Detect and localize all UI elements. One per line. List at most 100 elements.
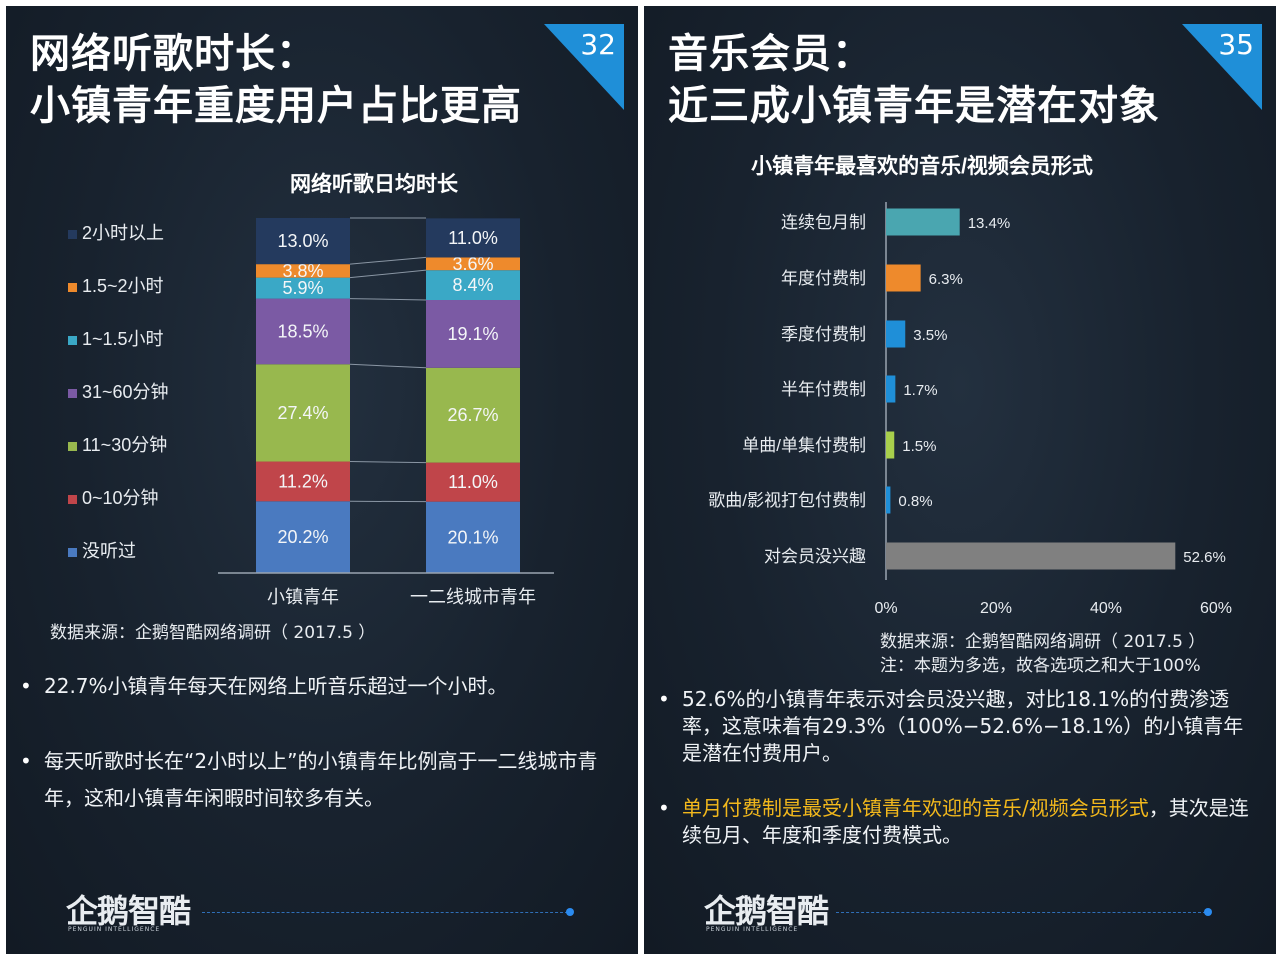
slide-title: 网络听歌时长： 小镇青年重度用户占比更高 <box>30 28 522 132</box>
legend-label: 11~30分钟 <box>82 435 167 455</box>
data-label: 19.1% <box>447 324 498 344</box>
data-label: 26.7% <box>447 405 498 425</box>
slide-32: 网络听歌时长： 小镇青年重度用户占比更高 32 网络听歌日均时长 20.2% 11.… <box>6 6 638 954</box>
x-tick-label: 0% <box>874 600 897 617</box>
legend-label: 没听过 <box>82 541 136 561</box>
bar <box>886 375 896 403</box>
category-label: 季度付费制 <box>781 325 866 344</box>
bar <box>886 264 921 292</box>
legend-label: 1~1.5小时 <box>82 329 164 349</box>
bar-segment <box>426 257 520 271</box>
data-label: 52.6% <box>1183 549 1226 566</box>
bar-segment <box>426 367 520 463</box>
x-tick-label: 一二线城市青年 <box>410 587 536 606</box>
divider-dot <box>1204 908 1212 916</box>
connector-line <box>349 298 427 301</box>
brand-subtitle: PENGUIN INTELLIGENCE <box>706 926 799 933</box>
x-tick-label: 60% <box>1200 600 1232 617</box>
bullet-list: 52.6%的小镇青年表示对会员没兴趣，对比18.1%的付费渗透率，这意味着有29… <box>654 686 1254 849</box>
x-tick-label: 20% <box>980 600 1012 617</box>
bar <box>886 208 960 236</box>
divider-line <box>202 912 568 913</box>
data-label: 3.6% <box>452 254 493 274</box>
data-label: 5.9% <box>282 278 323 298</box>
bullet-text: ，其次是连续包月、年度和季度付费模式。 <box>682 796 1249 847</box>
connector-line <box>349 363 427 369</box>
brand-name: 企鹅智酷 <box>66 892 191 930</box>
bullet-item: 单月付费制是最受小镇青年欢迎的音乐/视频会员形式，其次是连续包月、年度和季度付费… <box>654 795 1254 849</box>
bar <box>886 320 906 348</box>
data-label: 0.8% <box>898 493 932 510</box>
legend-label: 1.5~2小时 <box>82 276 164 296</box>
bullet-text: 52.6%的小镇青年表示对会员没兴趣，对比18.1%的付费渗透率，这意味着有29… <box>682 687 1244 765</box>
data-label: 20.2% <box>277 527 328 547</box>
connector-line <box>349 461 427 464</box>
page-number: 32 <box>580 28 616 61</box>
data-label: 27.4% <box>277 403 328 423</box>
bar-segment <box>256 298 350 365</box>
category-label: 连续包月制 <box>781 213 866 232</box>
page-number: 35 <box>1218 28 1254 61</box>
bar-segment <box>426 501 520 573</box>
title-line-2: 小镇青年重度用户占比更高 <box>30 83 522 129</box>
data-note: 注：本题为多选，故各选项之和大于100% <box>880 656 1201 676</box>
data-label: 11.2% <box>278 471 328 491</box>
brand-logo: 企鹅智酷 PENGUIN INTELLIGENCE <box>66 886 206 936</box>
slide-title: 音乐会员： 近三成小镇青年是潜在对象 <box>668 28 1160 132</box>
legend-swatch <box>68 336 77 345</box>
data-label: 11.0% <box>448 228 498 248</box>
bar <box>886 486 891 514</box>
category-label: 对会员没兴趣 <box>764 547 866 566</box>
data-label: 13.4% <box>968 215 1011 232</box>
bar <box>886 542 1176 570</box>
data-source: 数据来源：企鹅智酷网络调研（ 2017.5 ） <box>50 623 376 643</box>
legend-label: 0~10分钟 <box>82 488 159 508</box>
chart-title: 网络听歌日均时长 <box>290 172 459 196</box>
bullet-item: 每天听歌时长在“2小时以上”的小镇青年比例高于一二线城市青年，这和小镇青年闲暇时… <box>16 743 616 817</box>
x-tick-label: 40% <box>1090 600 1122 617</box>
category-label: 歌曲/影视打包付费制 <box>708 491 866 510</box>
connector-line <box>349 256 427 265</box>
legend-swatch <box>68 389 77 398</box>
data-source: 数据来源：企鹅智酷网络调研（ 2017.5 ） <box>880 632 1206 652</box>
slide-35: 音乐会员： 近三成小镇青年是潜在对象 35 小镇青年最喜欢的音乐/视频会员形式连… <box>644 6 1276 954</box>
category-label: 半年付费制 <box>781 380 866 399</box>
data-label: 18.5% <box>277 321 328 341</box>
legend-swatch <box>68 495 77 504</box>
legend-label: 2小时以上 <box>82 223 164 243</box>
brand-subtitle: PENGUIN INTELLIGENCE <box>68 926 161 933</box>
legend-label: 31~60分钟 <box>82 382 169 402</box>
bullet-list: 22.7%小镇青年每天在网络上听音乐超过一个小时。 每天听歌时长在“2小时以上”… <box>16 668 616 817</box>
divider-line <box>836 912 1206 913</box>
page-corner-triangle <box>1182 24 1262 110</box>
brand-logo: 企鹅智酷 PENGUIN INTELLIGENCE <box>704 886 844 936</box>
data-label: 6.3% <box>929 271 963 288</box>
data-label: 1.7% <box>903 382 937 399</box>
bar-segment <box>256 461 350 502</box>
bar <box>886 431 895 459</box>
divider-dot <box>566 908 574 916</box>
bar-segment <box>426 218 520 258</box>
bar-segment <box>426 300 520 368</box>
bar-segment <box>256 264 350 278</box>
category-label: 单曲/单集付费制 <box>742 436 866 455</box>
x-tick-label: 小镇青年 <box>267 587 339 606</box>
legend-swatch <box>68 442 77 451</box>
bar-segment <box>426 462 520 502</box>
title-line-2: 近三成小镇青年是潜在对象 <box>668 83 1160 129</box>
chart-title: 小镇青年最喜欢的音乐/视频会员形式 <box>751 154 1093 178</box>
bar-segment <box>256 364 350 462</box>
stacked-bar-chart: 网络听歌日均时长 20.2% 11.2% 27.4% 18.5% 5.9%3.8% 13.0… <box>68 172 554 606</box>
legend-swatch <box>68 283 77 292</box>
title-line-1: 网络听歌时长： <box>30 31 317 77</box>
bar-segment <box>256 218 350 265</box>
data-label: 20.1% <box>447 527 498 547</box>
data-label: 13.0% <box>277 231 328 251</box>
legend-swatch <box>68 230 77 239</box>
data-label: 3.5% <box>913 327 947 344</box>
title-line-1: 音乐会员： <box>668 31 873 77</box>
category-label: 年度付费制 <box>781 269 866 288</box>
data-label: 11.0% <box>448 472 498 492</box>
bar-segment <box>256 501 350 573</box>
